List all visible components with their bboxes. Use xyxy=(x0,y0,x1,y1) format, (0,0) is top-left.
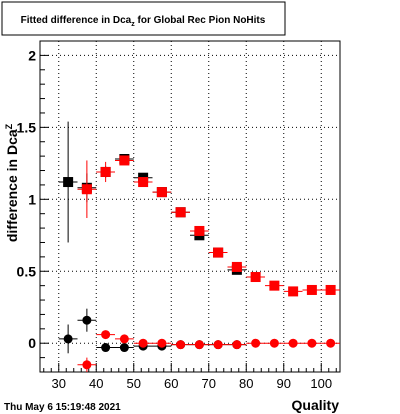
x-tick-label: 60 xyxy=(164,376,178,391)
y-axis-label-main: difference in Dca xyxy=(4,129,20,242)
data-point-circle xyxy=(119,343,129,353)
data-point-circle xyxy=(157,338,167,348)
y-tick-label: 2 xyxy=(28,47,36,63)
data-point-square xyxy=(119,155,130,166)
data-point-square xyxy=(194,225,205,236)
y-tick-label: 1 xyxy=(28,191,36,207)
chart-title: Fitted difference in Dcaz for Global Rec… xyxy=(21,15,266,28)
chart-title-subscript: z xyxy=(131,21,135,28)
data-point-circle xyxy=(232,340,242,350)
data-point-square xyxy=(100,166,111,177)
chart-title-suffix: for Global Rec Pion NoHits xyxy=(135,15,266,26)
y-tick-label: 0 xyxy=(28,335,36,351)
data-point-circle xyxy=(194,340,204,350)
y-tick-label: 1.5 xyxy=(17,119,37,135)
y-axis-label: difference in DcaZ xyxy=(4,123,20,242)
x-tick-label: 30 xyxy=(52,376,66,391)
data-point-circle xyxy=(138,338,148,348)
x-tick-label: 100 xyxy=(310,376,332,391)
plot-frame xyxy=(39,40,341,373)
data-point-square xyxy=(325,284,336,295)
data-point-square xyxy=(175,207,186,218)
data-point-square xyxy=(63,177,74,188)
data-point-circle xyxy=(82,315,92,325)
data-point-circle xyxy=(63,334,73,344)
data-point-square xyxy=(213,247,224,258)
data-point-circle xyxy=(176,340,186,350)
data-point-circle xyxy=(288,338,298,348)
data-point-square xyxy=(81,184,92,195)
series-circle-red xyxy=(77,330,340,372)
series-square-red xyxy=(77,155,340,297)
data-point-circle xyxy=(251,338,261,348)
data-point-square xyxy=(138,177,149,188)
data-point-square xyxy=(250,272,261,283)
data-series xyxy=(58,121,340,372)
x-axis-label: Quality xyxy=(292,397,340,413)
data-point-circle xyxy=(213,340,223,350)
data-point-square xyxy=(306,284,317,295)
chart-title-main: Fitted difference in Dca xyxy=(21,15,132,26)
data-point-circle xyxy=(119,334,129,344)
data-point-circle xyxy=(101,330,111,340)
x-tick-label: 50 xyxy=(127,376,141,391)
y-tick-label: 0.5 xyxy=(17,263,37,279)
y-axis-label-subscript: Z xyxy=(4,123,14,129)
data-point-circle xyxy=(326,338,336,348)
data-point-square xyxy=(269,280,280,291)
x-tick-label: 70 xyxy=(202,376,216,391)
axes: 30 40 50 60 70 80 90 100 0 0.5 1 1.5 2 xyxy=(17,40,337,391)
chart-title-box: Fitted difference in Dcaz for Global Rec… xyxy=(1,1,286,36)
timestamp-label: Thu May 6 15:19:48 2021 xyxy=(4,402,121,413)
data-point-circle xyxy=(307,338,317,348)
data-point-square xyxy=(156,187,167,198)
data-point-square xyxy=(288,286,299,297)
data-point-square xyxy=(231,261,242,272)
x-tick-label: 40 xyxy=(89,376,103,391)
data-point-circle xyxy=(269,338,279,348)
data-point-circle xyxy=(101,343,111,353)
x-tick-label: 80 xyxy=(239,376,253,391)
x-tick-label: 90 xyxy=(277,376,291,391)
data-point-circle xyxy=(82,360,92,370)
